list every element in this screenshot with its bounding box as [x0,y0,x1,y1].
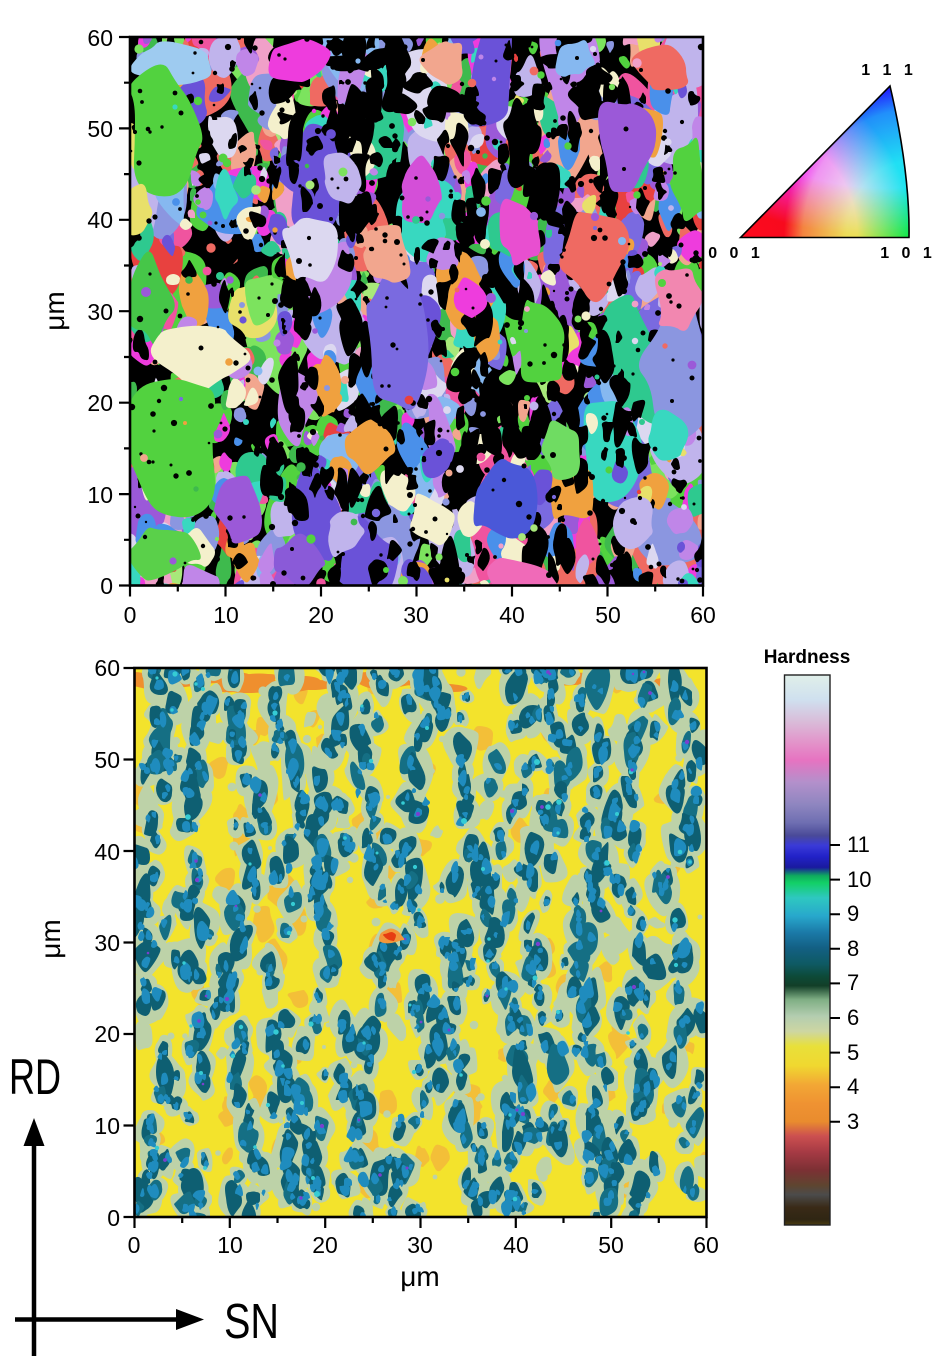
svg-text:9: 9 [847,901,859,926]
svg-text:20: 20 [94,1021,120,1047]
svg-text:40: 40 [94,839,120,865]
svg-text:60: 60 [690,602,716,628]
svg-text:40: 40 [499,602,525,628]
svg-text:40: 40 [87,207,113,233]
svg-text:10: 10 [87,482,113,508]
svg-text:50: 50 [598,1232,624,1258]
svg-text:20: 20 [87,390,113,416]
svg-text:0: 0 [128,1232,141,1258]
svg-text:RD: RD [9,1049,61,1105]
svg-text:7: 7 [847,970,859,995]
svg-text:μm: μm [39,291,70,330]
svg-text:10: 10 [94,1113,120,1139]
svg-text:0: 0 [124,602,137,628]
svg-text:0: 0 [107,1205,120,1231]
svg-text:20: 20 [312,1232,338,1258]
svg-text:0 0 1: 0 0 1 [708,245,764,262]
svg-text:60: 60 [693,1232,719,1258]
svg-text:30: 30 [407,1232,433,1258]
svg-text:3: 3 [847,1109,859,1134]
svg-text:30: 30 [403,602,429,628]
svg-text:10: 10 [213,602,239,628]
svg-text:40: 40 [503,1232,529,1258]
svg-text:20: 20 [308,602,334,628]
svg-text:50: 50 [94,747,120,773]
svg-text:5: 5 [847,1040,859,1065]
svg-text:SN: SN [224,1295,279,1349]
svg-text:10: 10 [847,867,871,892]
svg-text:1 1 1: 1 1 1 [861,62,917,79]
svg-text:10: 10 [217,1232,243,1258]
svg-text:50: 50 [595,602,621,628]
svg-text:1 0 1: 1 0 1 [880,245,936,262]
svg-text:μm: μm [400,1261,439,1292]
svg-text:60: 60 [87,25,113,51]
svg-text:11: 11 [847,832,870,857]
svg-text:60: 60 [94,655,120,681]
svg-text:0: 0 [100,573,113,599]
svg-text:30: 30 [87,299,113,325]
svg-text:4: 4 [847,1074,859,1099]
svg-text:8: 8 [847,936,859,961]
svg-text:50: 50 [87,116,113,142]
svg-text:30: 30 [94,930,120,956]
svg-text:μm: μm [35,919,66,958]
svg-text:Hardness: Hardness [764,647,851,668]
svg-text:6: 6 [847,1005,859,1030]
